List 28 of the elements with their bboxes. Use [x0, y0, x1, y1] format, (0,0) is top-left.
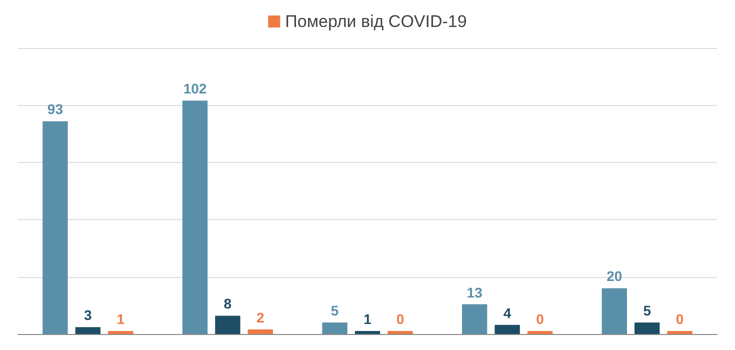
bar [248, 329, 273, 334]
data-label: 0 [396, 311, 404, 327]
data-label: 4 [503, 304, 512, 321]
bar [634, 322, 660, 334]
bar [42, 121, 68, 334]
data-label: 5 [330, 302, 339, 319]
bar [75, 327, 100, 334]
bar [354, 331, 380, 334]
data-label: 0 [676, 311, 684, 327]
data-label: 93 [47, 101, 64, 118]
data-label: 20 [606, 268, 622, 284]
data-label: 0 [536, 311, 544, 327]
data-label: 8 [224, 296, 232, 312]
legend-label: Померли від COVID-19 [285, 12, 467, 31]
data-label: 3 [84, 307, 92, 324]
bar [215, 316, 240, 334]
data-label: 13 [466, 284, 483, 300]
data-label: 102 [183, 80, 207, 97]
data-label: 1 [116, 311, 125, 327]
data-label: 1 [364, 311, 372, 327]
data-label: 5 [643, 302, 652, 319]
bar [322, 322, 348, 334]
bar [462, 304, 488, 334]
bar [108, 331, 134, 334]
bar [494, 324, 520, 334]
bar [602, 288, 627, 334]
data-label: 2 [256, 309, 265, 326]
bar [182, 100, 208, 334]
